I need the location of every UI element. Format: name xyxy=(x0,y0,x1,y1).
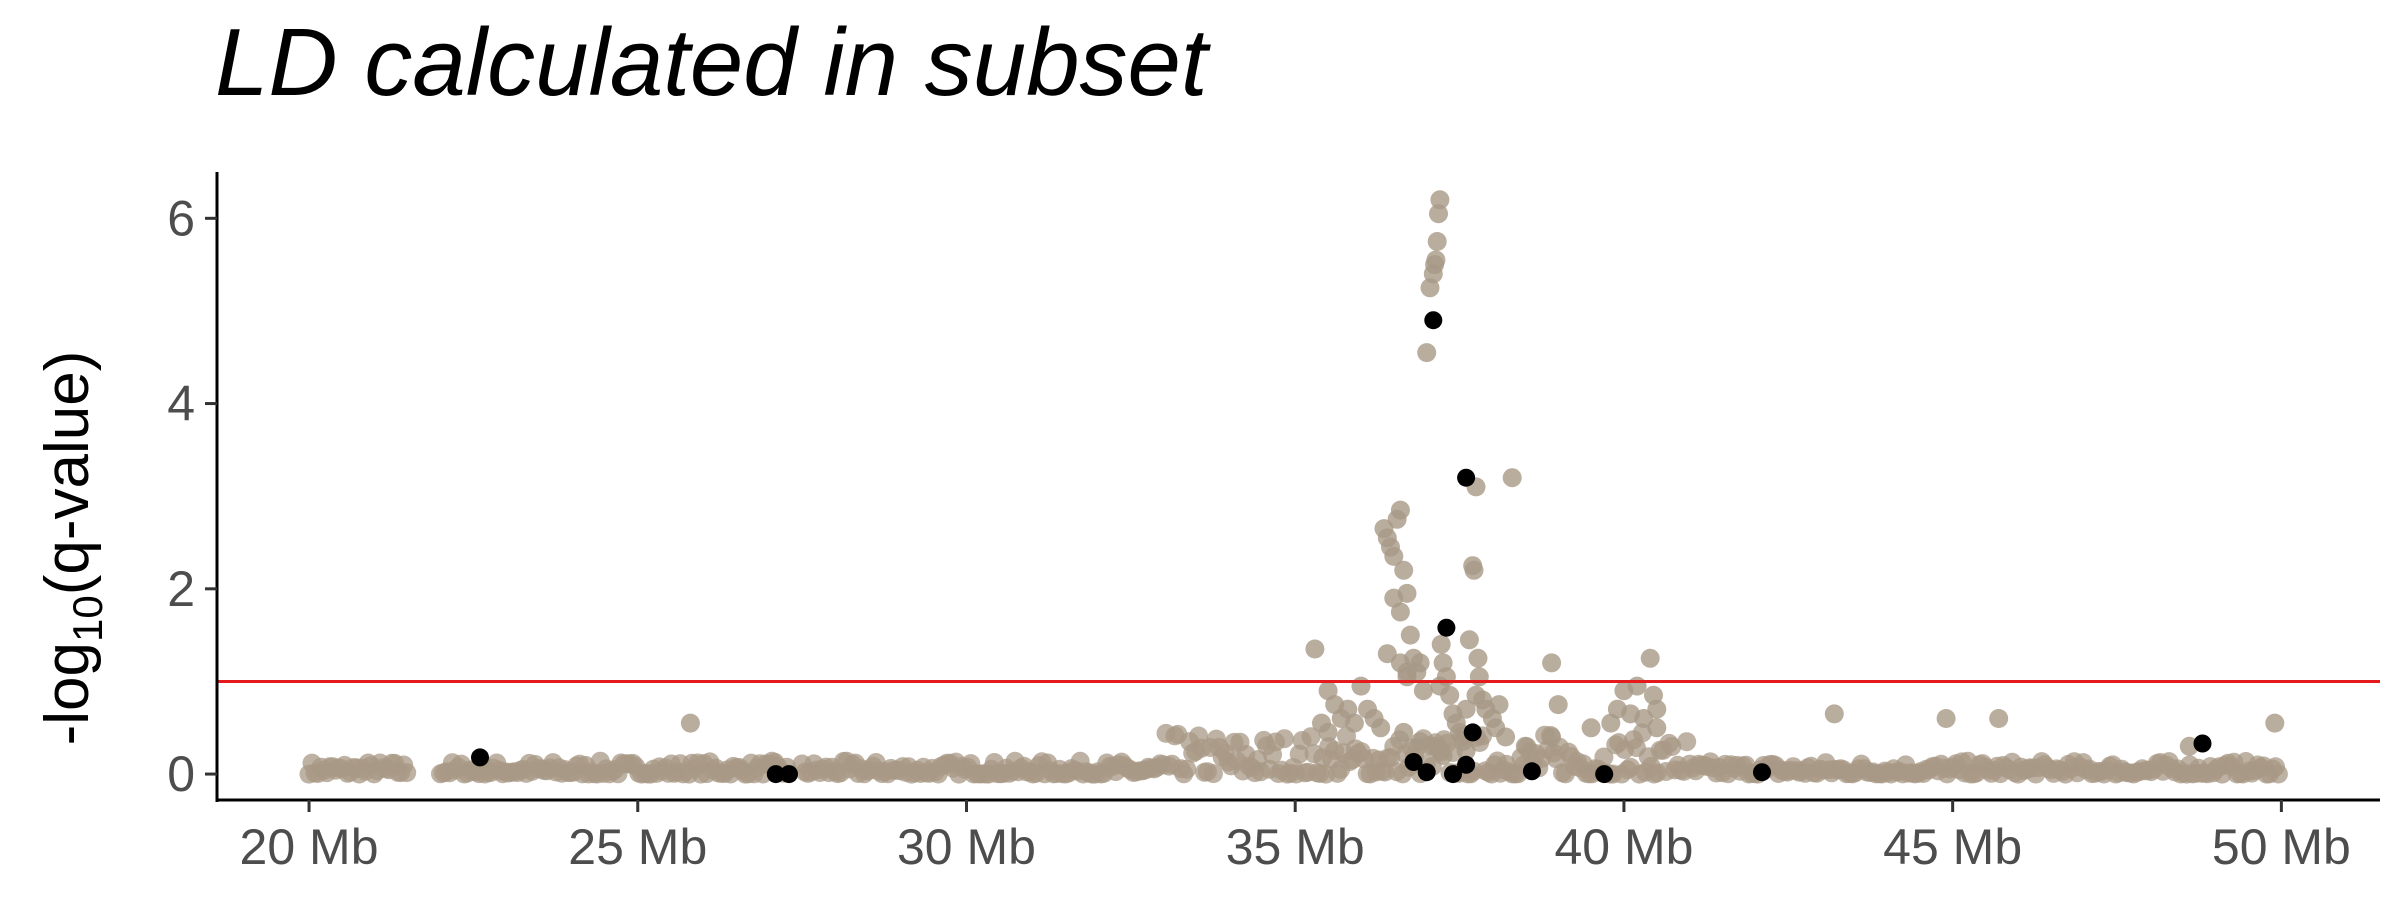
highlighted-snp-point xyxy=(1753,763,1771,782)
snp-point xyxy=(1466,685,1486,705)
snp-point xyxy=(1410,653,1430,673)
y-tick-label: 2 xyxy=(167,561,195,617)
highlighted-snp-point xyxy=(1417,763,1436,782)
x-tick-label: 25 Mb xyxy=(568,819,707,875)
highlighted-snp-point xyxy=(780,765,798,784)
highlighted-snp-point xyxy=(1404,753,1423,771)
background-snp-point xyxy=(1662,737,1682,756)
snp-point xyxy=(1394,560,1414,580)
background-snp-point xyxy=(1203,764,1223,784)
snp-point xyxy=(1459,630,1479,650)
background-snp-point xyxy=(1177,759,1197,779)
snp-point xyxy=(1640,648,1660,668)
highlighted-snp-point xyxy=(1457,755,1476,774)
snp-point xyxy=(1936,709,1956,728)
highlighted-snp-point xyxy=(766,765,785,784)
snp-point xyxy=(1647,699,1667,719)
snp-point xyxy=(1417,343,1437,363)
x-tick-label: 20 Mb xyxy=(240,819,379,875)
snp-point xyxy=(1429,204,1448,224)
snp-point xyxy=(1318,722,1338,742)
snp-point xyxy=(1394,722,1414,742)
snp-point xyxy=(1433,746,1453,765)
snp-point xyxy=(1542,653,1562,673)
snp-point xyxy=(1581,718,1601,738)
snp-point xyxy=(1489,695,1509,715)
snp-point xyxy=(1469,667,1489,687)
y-axis-title-suffix: (q-value) xyxy=(33,351,102,596)
snp-point xyxy=(1371,718,1391,738)
x-tick-label: 45 Mb xyxy=(1883,819,2022,875)
highlighted-snp-point xyxy=(1424,311,1443,330)
background-snp-point xyxy=(1301,727,1321,747)
y-axis-ticks: 0 2 4 6 xyxy=(167,190,217,802)
x-tick-label: 50 Mb xyxy=(2212,819,2351,875)
background-snp-point xyxy=(1594,747,1614,767)
y-tick-label: 6 xyxy=(167,190,195,246)
x-axis-ticks: 20 Mb 25 Mb 30 Mb 35 Mb 40 Mb 45 Mb 50 Mb xyxy=(240,800,2351,875)
background-snp-point xyxy=(1274,729,1294,749)
snp-point xyxy=(1502,468,1522,488)
y-axis-title-prefix: -log xyxy=(33,642,102,745)
x-tick-label: 40 Mb xyxy=(1554,819,1693,875)
snp-point xyxy=(1351,676,1371,696)
snp-point xyxy=(1431,634,1451,654)
snp-point xyxy=(1496,727,1516,747)
x-tick-label: 35 Mb xyxy=(1226,819,1365,875)
snp-point xyxy=(1427,232,1447,251)
background-snp-band xyxy=(299,723,2288,784)
y-axis-title-subscript: 10 xyxy=(64,595,111,642)
highlighted-snp-points-series xyxy=(471,311,2212,784)
chart-title: LD calculated in subset xyxy=(215,9,1208,116)
snp-point xyxy=(1344,713,1364,733)
snp-point xyxy=(1430,676,1450,696)
snp-point xyxy=(680,713,700,733)
highlighted-snp-point xyxy=(1437,618,1456,637)
y-axis-title: -log10(q-value) xyxy=(33,351,111,746)
snp-point xyxy=(1468,648,1488,668)
snp-point xyxy=(1390,500,1410,520)
y-tick-label: 0 xyxy=(167,746,195,802)
snp-points-series xyxy=(680,190,2285,765)
highlighted-snp-point xyxy=(1463,723,1482,742)
snp-point xyxy=(1627,676,1647,696)
snp-point xyxy=(1548,695,1568,715)
highlighted-snp-point xyxy=(471,748,489,767)
highlighted-snp-point xyxy=(1522,762,1541,781)
snp-point xyxy=(2265,713,2285,733)
background-snp-point xyxy=(397,763,417,783)
highlighted-snp-point xyxy=(1444,765,1462,784)
x-tick-label: 30 Mb xyxy=(897,819,1036,875)
snp-point xyxy=(1456,741,1476,761)
highlighted-snp-point xyxy=(2193,734,2212,753)
snp-point xyxy=(1647,718,1667,738)
snp-point xyxy=(1426,250,1446,270)
snp-point xyxy=(1515,736,1535,756)
snp-point xyxy=(1390,602,1410,622)
snp-point xyxy=(1824,704,1844,724)
background-snp-point xyxy=(1677,732,1697,752)
snp-point xyxy=(1397,667,1417,687)
snp-point xyxy=(1464,560,1484,580)
y-tick-label: 4 xyxy=(167,376,195,432)
snp-point xyxy=(1413,681,1433,701)
background-snp-point xyxy=(1632,723,1652,743)
snp-point xyxy=(1384,546,1404,566)
snp-point xyxy=(1305,639,1325,659)
highlighted-snp-point xyxy=(1457,468,1476,487)
snp-point xyxy=(1634,709,1654,728)
highlighted-snp-point xyxy=(1595,765,1614,784)
snp-point xyxy=(1430,190,1450,210)
snp-point xyxy=(1400,625,1420,645)
snp-point xyxy=(1989,709,2009,728)
background-snp-point xyxy=(2268,764,2288,784)
snp-point xyxy=(1456,699,1476,719)
snp-point xyxy=(1542,727,1562,747)
